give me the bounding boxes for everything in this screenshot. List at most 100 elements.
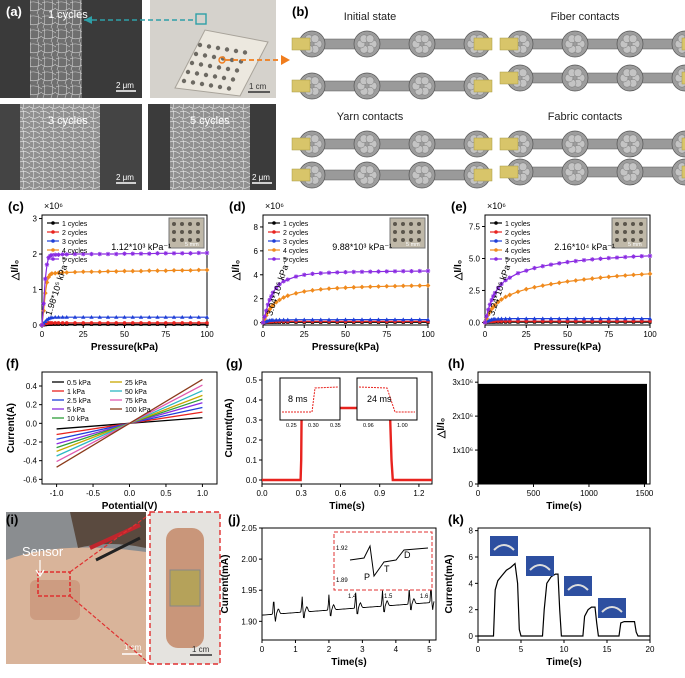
fiber-strand bbox=[365, 134, 375, 144]
y-tick-label: 0.0 bbox=[469, 318, 481, 327]
array-dot bbox=[212, 74, 218, 79]
inset-dot bbox=[631, 230, 635, 234]
inset-dot bbox=[615, 238, 619, 242]
inset-scale: 5 mm bbox=[628, 242, 642, 248]
x-tick-label: 25 bbox=[300, 330, 309, 339]
data-point bbox=[565, 279, 570, 284]
data-point bbox=[515, 316, 521, 321]
y-axis-label: Current(A) bbox=[6, 403, 17, 453]
data-point bbox=[318, 271, 323, 276]
inset-dot bbox=[615, 222, 619, 226]
data-point bbox=[631, 272, 636, 278]
panel-label-k: (k) bbox=[448, 512, 464, 527]
inset-tick-label: 0.30 bbox=[308, 423, 319, 429]
finger-sketch bbox=[493, 544, 515, 551]
data-point bbox=[64, 252, 69, 257]
state-yarn: Yarn contacts bbox=[337, 111, 404, 123]
data-point bbox=[503, 278, 508, 283]
data-point bbox=[262, 314, 267, 319]
inset-frame bbox=[279, 377, 341, 421]
legend-entry: 5 kPa bbox=[67, 407, 85, 414]
data-point bbox=[260, 320, 266, 325]
array-dot bbox=[197, 42, 203, 48]
x-tick-label: 0 bbox=[40, 330, 45, 339]
data-point bbox=[64, 314, 69, 319]
data-point bbox=[48, 253, 53, 259]
y-tick-label: 2.5 bbox=[469, 286, 481, 295]
fiber-strand bbox=[310, 165, 320, 175]
array-dot bbox=[194, 71, 200, 76]
x-tick-label: 25 bbox=[79, 330, 88, 339]
data-point bbox=[516, 319, 520, 323]
data-point bbox=[548, 262, 554, 267]
inset-dot bbox=[188, 238, 192, 242]
finger-sketch bbox=[601, 606, 623, 613]
data-point bbox=[80, 269, 86, 275]
panel-label-j: (j) bbox=[228, 512, 240, 527]
y-tick-label: 0.0 bbox=[246, 476, 258, 485]
legend-entry: 4 cycles bbox=[62, 248, 88, 255]
data-point bbox=[367, 284, 373, 290]
yarn-strand bbox=[301, 38, 485, 50]
data-point bbox=[376, 284, 381, 289]
data-point bbox=[540, 263, 545, 269]
response-time-label: 24 ms bbox=[367, 394, 392, 404]
data-point bbox=[343, 269, 348, 275]
sem1-label: 1 cycles bbox=[48, 9, 88, 21]
data-point bbox=[392, 269, 398, 274]
y-tick-label: -0.6 bbox=[23, 475, 37, 484]
data-point bbox=[73, 321, 77, 325]
x-tick-label: 75 bbox=[604, 330, 613, 339]
data-point bbox=[631, 316, 636, 321]
fiber-strand bbox=[420, 76, 430, 86]
data-point bbox=[492, 290, 498, 296]
slope-annotation-high: 9.88*10³ kPa⁻¹ bbox=[332, 242, 392, 252]
fiber-strand bbox=[518, 68, 528, 78]
fiber-strand bbox=[573, 162, 583, 172]
x-tick-label: 25 bbox=[522, 330, 531, 339]
data-point bbox=[60, 314, 65, 319]
data-point bbox=[499, 316, 504, 321]
inset-tick-label: 1.00 bbox=[397, 423, 408, 429]
inset-frame bbox=[333, 531, 433, 591]
inset-dot bbox=[639, 238, 643, 242]
y-tick-label: 4 bbox=[254, 271, 259, 280]
data-point bbox=[639, 271, 645, 277]
data-point bbox=[647, 253, 653, 259]
chart-j: 0 1 2 3 4 5 1.90 1.95 2.00 2.05 Time(s) Current(mA)… bbox=[220, 512, 437, 668]
data-point bbox=[548, 281, 554, 287]
y-tick-label: 0.3 bbox=[246, 416, 258, 425]
data-point bbox=[490, 304, 496, 310]
data-point bbox=[89, 314, 94, 319]
data-point bbox=[269, 294, 274, 299]
data-point bbox=[614, 273, 620, 279]
fiber-strand bbox=[420, 165, 430, 175]
data-point bbox=[376, 317, 381, 322]
data-point bbox=[105, 269, 111, 274]
y-tick-label: 2.05 bbox=[241, 524, 257, 533]
array-dot bbox=[221, 75, 227, 81]
electrode-pad bbox=[681, 71, 685, 85]
data-point bbox=[274, 285, 279, 291]
data-point bbox=[343, 317, 348, 322]
data-point bbox=[277, 282, 282, 287]
slope-annotation-low: 3.04*10⁵ kPa⁻¹ bbox=[264, 256, 292, 317]
data-point bbox=[180, 251, 185, 256]
x-axis-label: Time(s) bbox=[546, 501, 581, 512]
legend-entry: 5 cycles bbox=[283, 257, 309, 264]
data-point bbox=[392, 317, 398, 322]
data-point bbox=[310, 287, 315, 293]
y-axis-label: Current(mA) bbox=[224, 399, 235, 458]
y-axis-label: △I/I₀ bbox=[436, 418, 447, 440]
inset-dot bbox=[417, 230, 421, 234]
inset-scale: 5 mm bbox=[406, 242, 420, 248]
data-point bbox=[548, 316, 554, 321]
plot-frame bbox=[261, 527, 437, 641]
slope-annotation-high: 1.12*10³ kPa⁻¹ bbox=[111, 242, 171, 252]
data-point bbox=[503, 316, 508, 321]
yarn-strand bbox=[509, 38, 685, 50]
fiber-strand bbox=[628, 134, 638, 144]
data-point bbox=[196, 267, 202, 273]
data-point bbox=[495, 299, 501, 305]
data-point bbox=[270, 302, 276, 308]
